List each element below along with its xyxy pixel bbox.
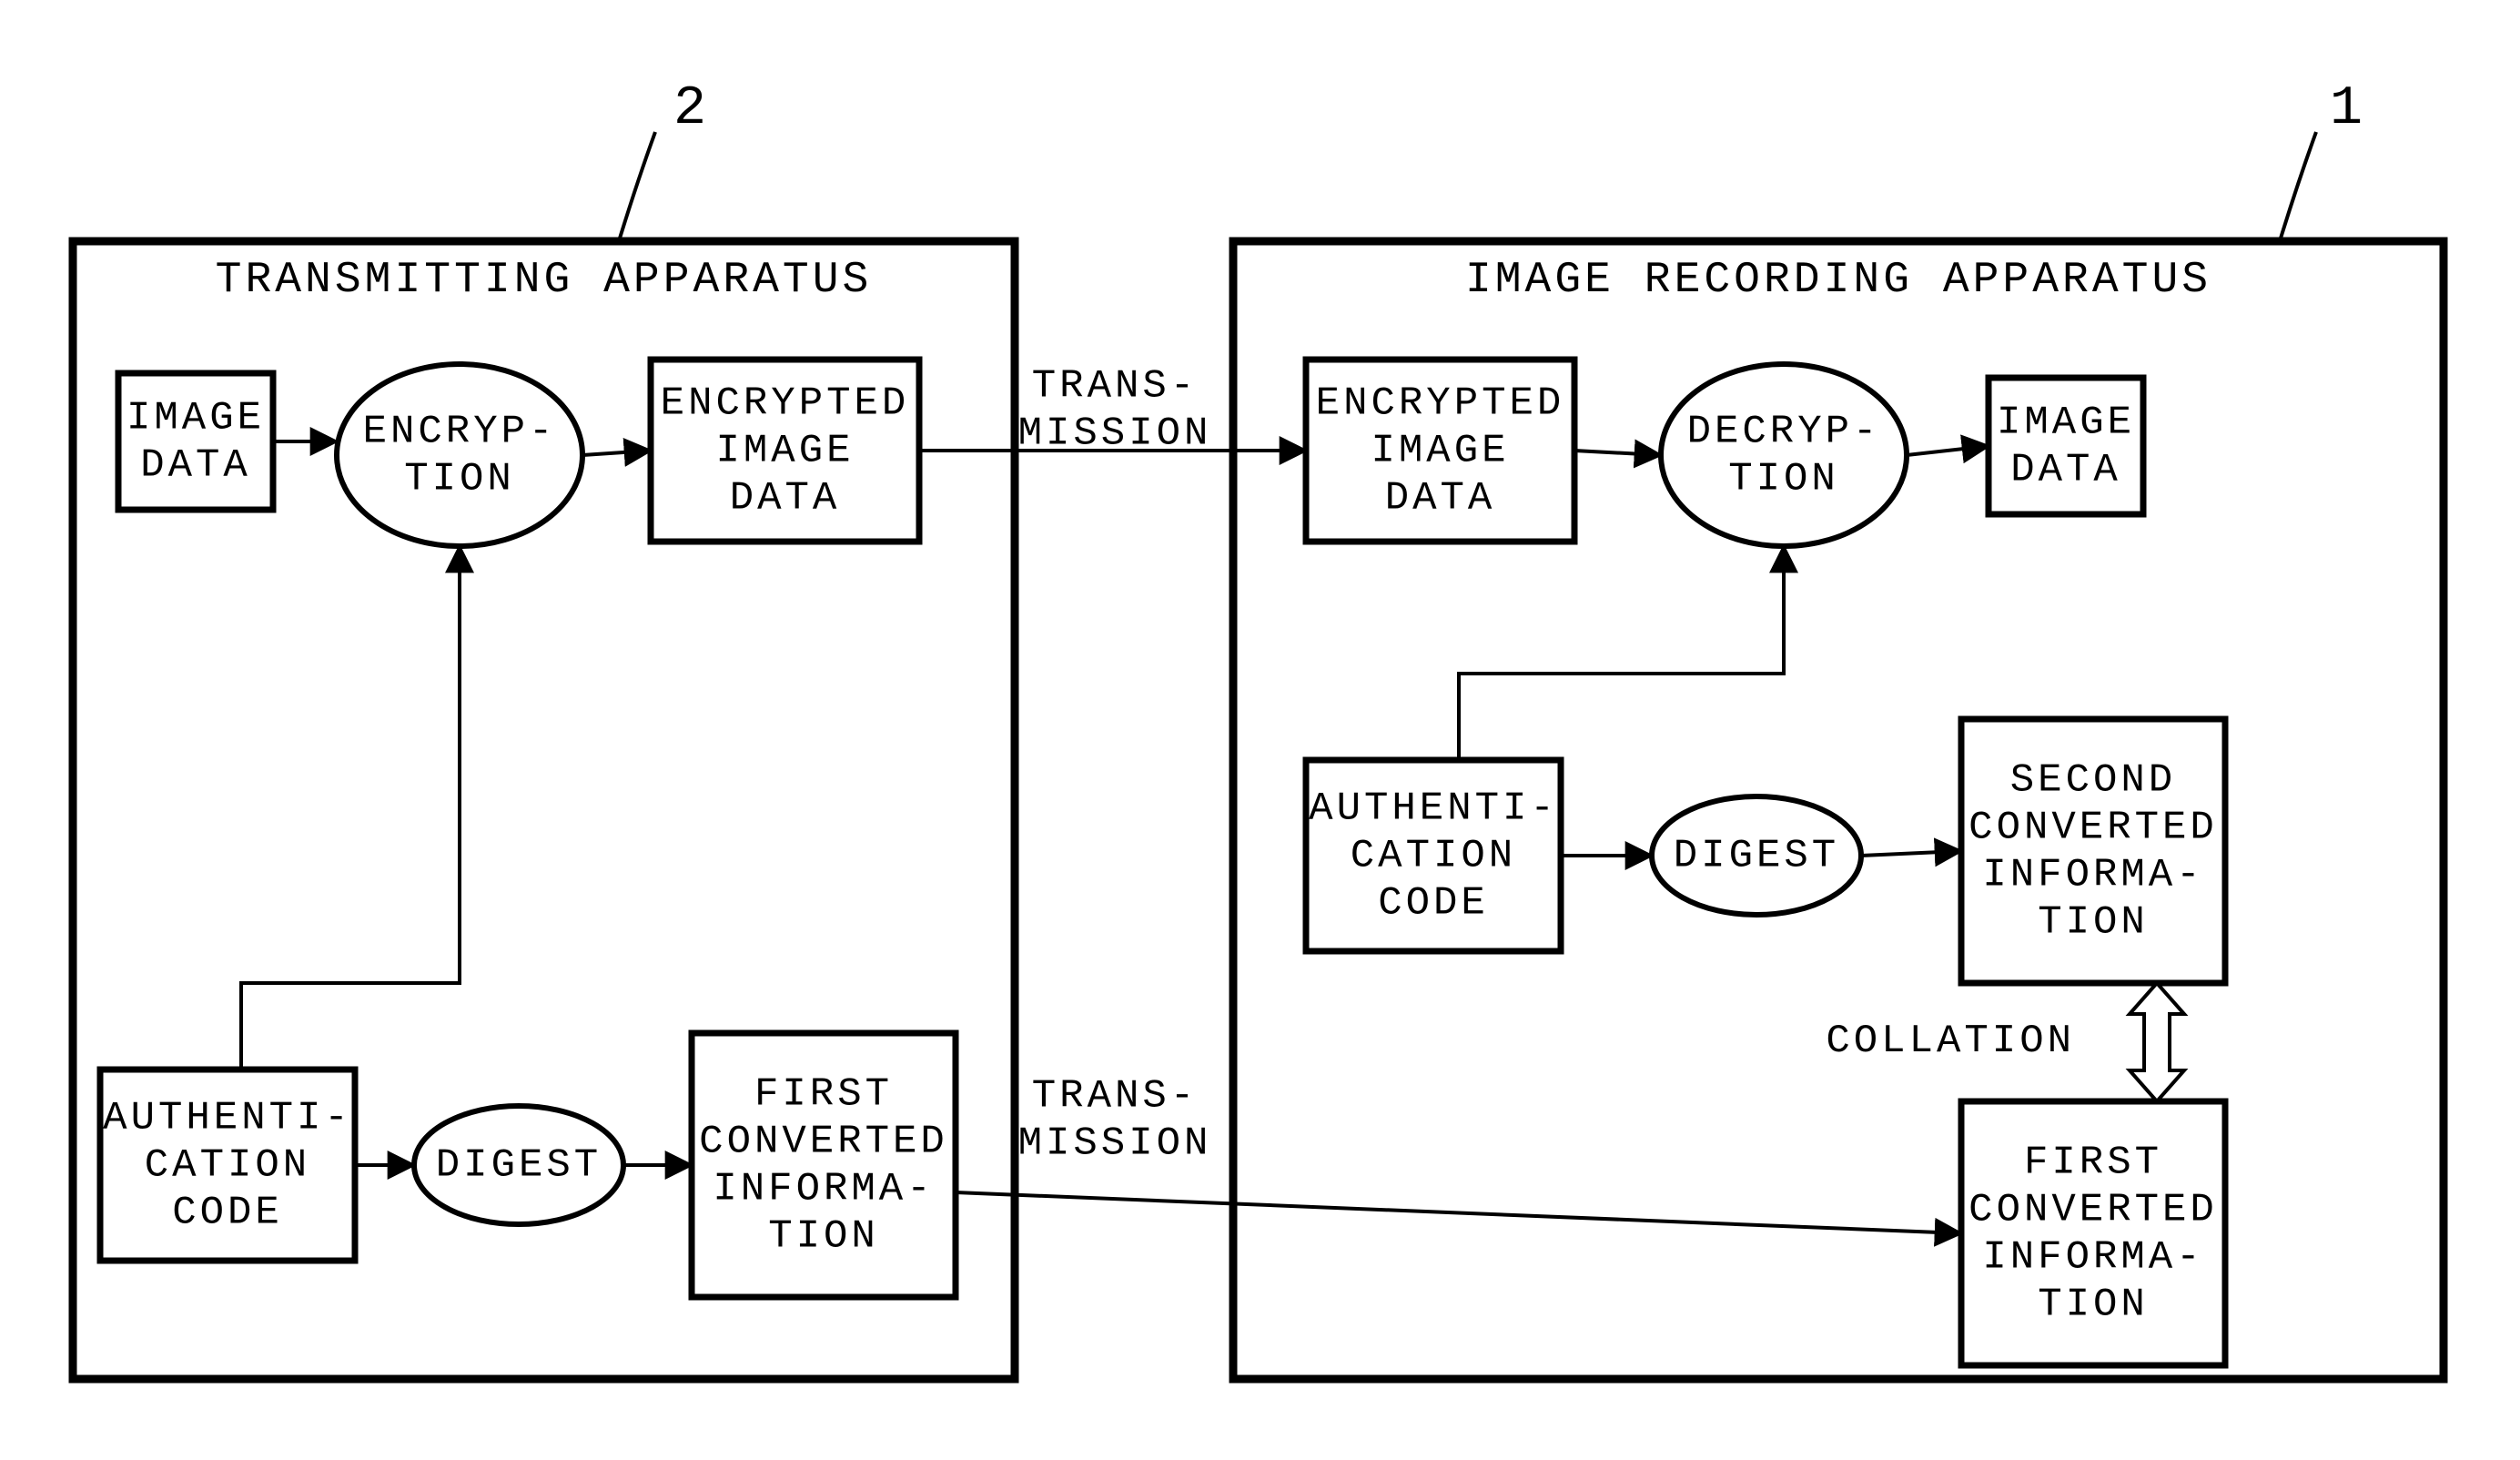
collation-label: COLLATION	[1826, 1019, 2075, 1064]
left-first-conv-label: TION	[768, 1214, 879, 1260]
left-auth-code-label: AUTHENTI-	[103, 1096, 352, 1141]
right-decryption	[1661, 364, 1907, 546]
right-auth-code-label: AUTHENTI-	[1309, 786, 1558, 832]
right-first-conv-label: FIRST	[2024, 1141, 2162, 1186]
left-encrypted-label: ENCRYPTED	[661, 381, 910, 427]
left-auth-code-label: CATION	[145, 1143, 310, 1189]
left-image-data-label: DATA	[140, 443, 251, 489]
right-title: IMAGE RECORDING APPARATUS	[1465, 256, 2211, 305]
arrow-l-auth-up	[241, 546, 460, 1070]
right-second-conv-label: CONVERTED	[1968, 806, 2218, 851]
right-first-conv-label: CONVERTED	[1968, 1188, 2218, 1233]
left-id-leader	[619, 132, 655, 241]
right-image-data	[1989, 378, 2143, 514]
right-second-conv-label: TION	[2038, 900, 2149, 946]
left-first-conv-label: CONVERTED	[699, 1120, 948, 1165]
right-first-conv-label: TION	[2038, 1283, 2149, 1328]
collation-arrow	[2130, 983, 2184, 1101]
left-id: 2	[673, 78, 706, 140]
right-decryption-label: DECRYP-	[1687, 410, 1881, 455]
right-second-conv-label: SECOND	[2010, 758, 2176, 804]
arrow-r-encd-dec	[1574, 451, 1661, 455]
right-encrypted-label: IMAGE	[1371, 429, 1509, 474]
left-digest-label: DIGEST	[436, 1143, 602, 1189]
left-encrypted-label: DATA	[730, 476, 841, 522]
left-encrypted-label: IMAGE	[715, 429, 854, 474]
left-encryption	[337, 364, 582, 546]
right-encrypted-label: ENCRYPTED	[1316, 381, 1565, 427]
arrow-r-dec-img	[1907, 446, 1989, 455]
right-decryption-label: TION	[1728, 457, 1839, 502]
left-image-data-label: IMAGE	[127, 396, 265, 441]
right-auth-code-label: CODE	[1378, 881, 1489, 927]
left-first-conv-label: FIRST	[754, 1072, 893, 1118]
right-image-data-label: IMAGE	[1997, 400, 2135, 446]
right-encrypted-label: DATA	[1385, 476, 1496, 522]
left-title: TRANSMITTING APPARATUS	[216, 256, 873, 305]
right-first-conv-label: INFORMA-	[1982, 1235, 2203, 1281]
arrow-r-dig-second	[1861, 851, 1961, 856]
right-id: 1	[2330, 78, 2363, 140]
arrow-trans-bot	[956, 1192, 1961, 1233]
arrow-r-auth-up	[1459, 546, 1784, 760]
left-first-conv-label: INFORMA-	[713, 1167, 934, 1212]
left-encryption-label: ENCRYP-	[363, 410, 557, 455]
left-image-data	[118, 373, 273, 510]
right-second-conv-label: INFORMA-	[1982, 853, 2203, 898]
arrow-l-enc-encd	[582, 451, 651, 455]
label-trans-top: MISSION	[1018, 411, 1212, 457]
label-trans-top: TRANS-	[1032, 364, 1198, 410]
right-digest-label: DIGEST	[1674, 834, 1839, 879]
label-trans-bot: MISSION	[1018, 1121, 1212, 1167]
right-image-data-label: DATA	[2010, 448, 2121, 493]
left-auth-code-label: CODE	[172, 1191, 283, 1236]
label-trans-bot: TRANS-	[1032, 1074, 1198, 1120]
right-id-leader	[2280, 132, 2316, 241]
right-auth-code-label: CATION	[1351, 834, 1516, 879]
left-encryption-label: TION	[404, 457, 515, 502]
